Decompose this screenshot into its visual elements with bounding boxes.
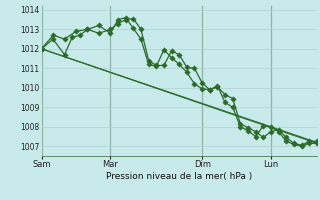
X-axis label: Pression niveau de la mer( hPa ): Pression niveau de la mer( hPa ) (106, 172, 252, 181)
